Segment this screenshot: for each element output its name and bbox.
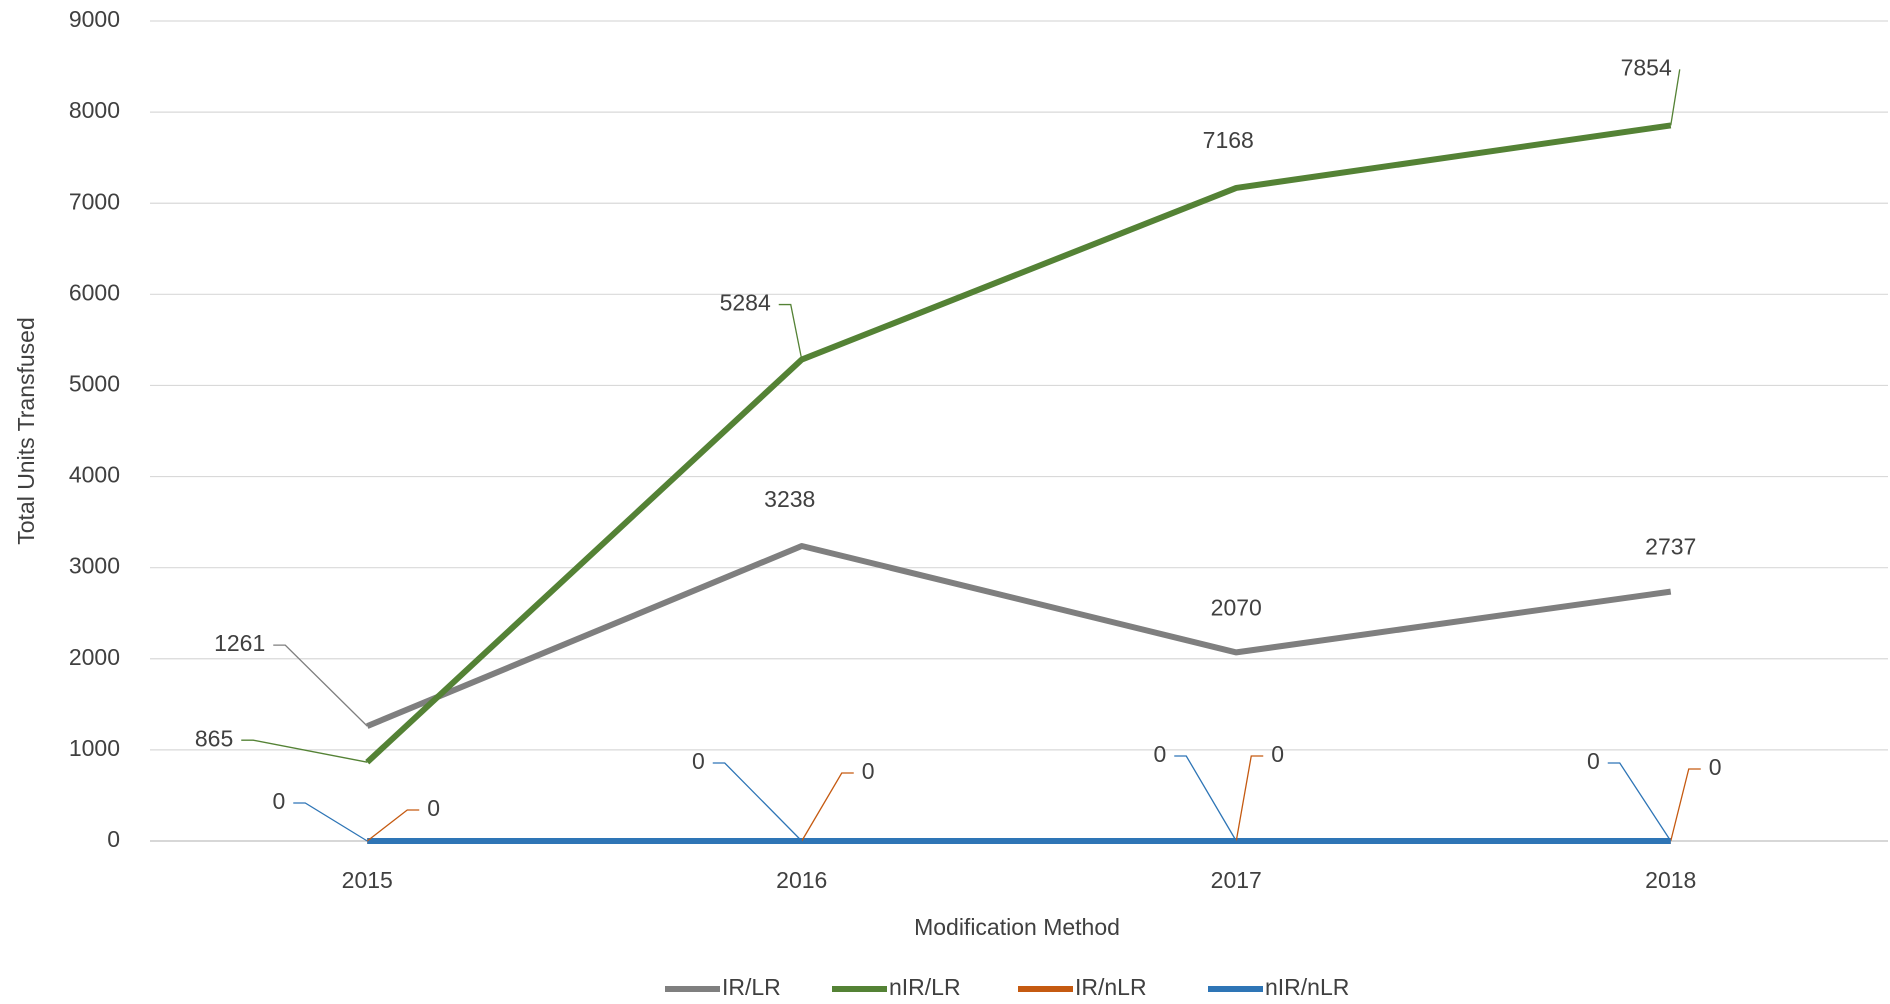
y-tick-label: 1000 [69, 735, 120, 761]
y-tick-label: 9000 [69, 6, 120, 32]
leader-line [1174, 755, 1237, 842]
x-tick-label: 2018 [1645, 867, 1696, 893]
x-tick-label: 2017 [1211, 867, 1262, 893]
leader-line [1235, 755, 1264, 842]
data-label: 3238 [764, 486, 815, 512]
y-tick-label: 0 [107, 826, 120, 852]
data-label: 7854 [1621, 54, 1672, 80]
legend-label: IR/LR [722, 974, 781, 1000]
data-label: 865 [195, 725, 233, 751]
legend-label: nIR/nLR [1265, 974, 1349, 1000]
leader-line [1670, 69, 1681, 126]
data-label: 5284 [720, 290, 771, 316]
data-label: 0 [1587, 748, 1600, 774]
leader-line [293, 802, 368, 842]
data-label: 0 [1271, 741, 1284, 767]
data-label: 2737 [1645, 534, 1696, 560]
legend-label: nIR/LR [889, 974, 961, 1000]
data-label: 0 [862, 758, 875, 784]
data-label: 0 [427, 795, 440, 821]
y-tick-label: 2000 [69, 644, 120, 670]
y-tick-label: 6000 [69, 279, 120, 305]
y-tick-label: 3000 [69, 553, 120, 579]
x-tick-label: 2016 [776, 867, 827, 893]
leader-line [241, 739, 368, 763]
series-line [365, 122, 1672, 765]
y-tick-label: 4000 [69, 462, 120, 488]
leader-line [273, 644, 368, 727]
leader-line [778, 303, 803, 360]
data-label: 2070 [1211, 594, 1262, 620]
x-tick-label: 2015 [342, 867, 393, 893]
leader-line [801, 772, 854, 842]
x-axis-label: Modification Method [914, 914, 1120, 940]
data-label: 0 [1153, 741, 1166, 767]
y-axis-label: Total Units Transfused [13, 317, 39, 545]
y-tick-label: 5000 [69, 371, 120, 397]
series-line [366, 542, 1672, 729]
y-tick-label: 8000 [69, 97, 120, 123]
legend-label: IR/nLR [1075, 974, 1147, 1000]
data-label: 7168 [1203, 127, 1254, 153]
data-label: 1261 [214, 630, 265, 656]
leader-line [1607, 762, 1672, 842]
y-tick-label: 7000 [69, 188, 120, 214]
leader-line [1670, 768, 1701, 842]
leader-line [712, 762, 803, 842]
data-label: 0 [272, 788, 285, 814]
leader-line [366, 809, 420, 842]
data-label: 0 [1709, 754, 1722, 780]
data-label: 0 [692, 748, 705, 774]
